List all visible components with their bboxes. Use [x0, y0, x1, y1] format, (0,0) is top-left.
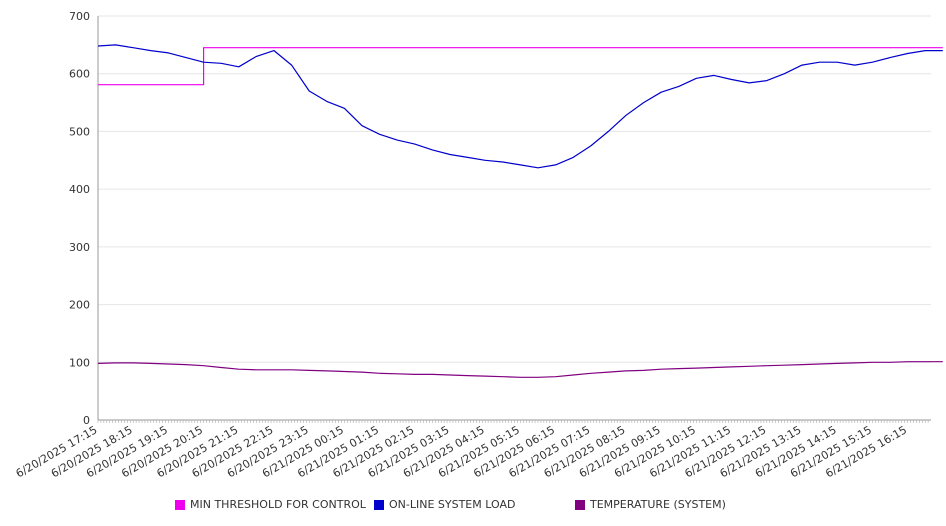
legend-item-temperature: TEMPERATURE (SYSTEM) — [575, 498, 726, 511]
legend-label-temperature: TEMPERATURE (SYSTEM) — [590, 498, 726, 511]
y-tick-label: 500 — [69, 125, 90, 138]
y-tick-label: 400 — [69, 183, 90, 196]
y-tick-label: 700 — [69, 10, 90, 23]
series-line-temperature — [97, 361, 943, 378]
y-tick-label: 600 — [69, 68, 90, 81]
y-tick-label: 100 — [69, 356, 90, 369]
legend-swatch-min-threshold — [175, 499, 185, 510]
legend-label-min-threshold: MIN THRESHOLD FOR CONTROL — [190, 498, 366, 511]
series-line-system-load — [97, 44, 943, 169]
y-tick-label: 200 — [69, 299, 90, 312]
legend-item-system-load: ON-LINE SYSTEM LOAD — [374, 498, 515, 511]
legend-swatch-system-load — [374, 499, 384, 510]
series-line-min-threshold — [98, 47, 943, 86]
y-tick-label: 0 — [83, 414, 90, 427]
chart-legend: MIN THRESHOLD FOR CONTROL ON-LINE SYSTEM… — [0, 498, 946, 514]
legend-swatch-temperature — [575, 499, 585, 510]
legend-label-system-load: ON-LINE SYSTEM LOAD — [389, 498, 516, 511]
legend-item-min-threshold: MIN THRESHOLD FOR CONTROL — [175, 498, 366, 511]
y-tick-label: 300 — [69, 241, 90, 254]
